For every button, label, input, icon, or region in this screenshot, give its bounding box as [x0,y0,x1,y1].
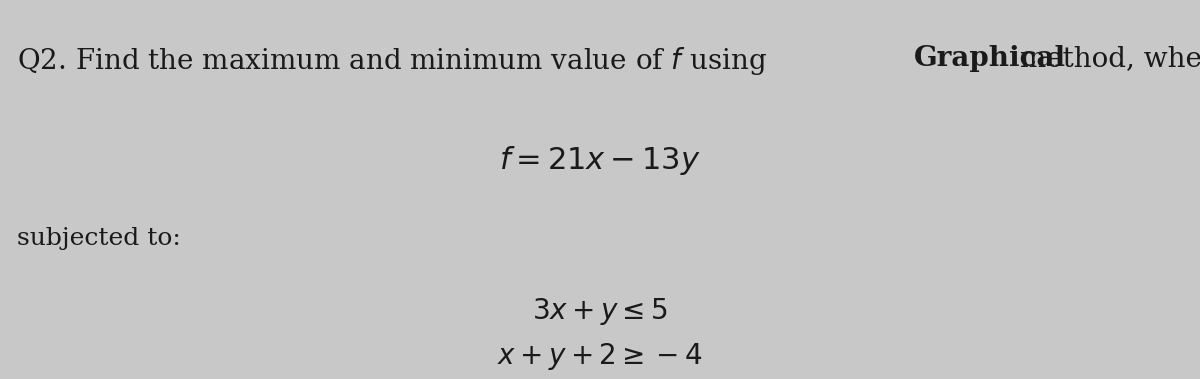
Text: Q2. Find the maximum and minimum value of $f$ using: Q2. Find the maximum and minimum value o… [17,45,768,77]
Text: subjected to:: subjected to: [17,227,181,251]
Text: method, where: method, where [1010,45,1200,72]
Text: $x + y + 2 \geq -4$: $x + y + 2 \geq -4$ [497,341,703,372]
Text: Graphical: Graphical [914,45,1067,72]
Text: $f = 21x - 13y$: $f = 21x - 13y$ [499,144,701,177]
Text: $3x + y \leq 5$: $3x + y \leq 5$ [532,296,668,327]
